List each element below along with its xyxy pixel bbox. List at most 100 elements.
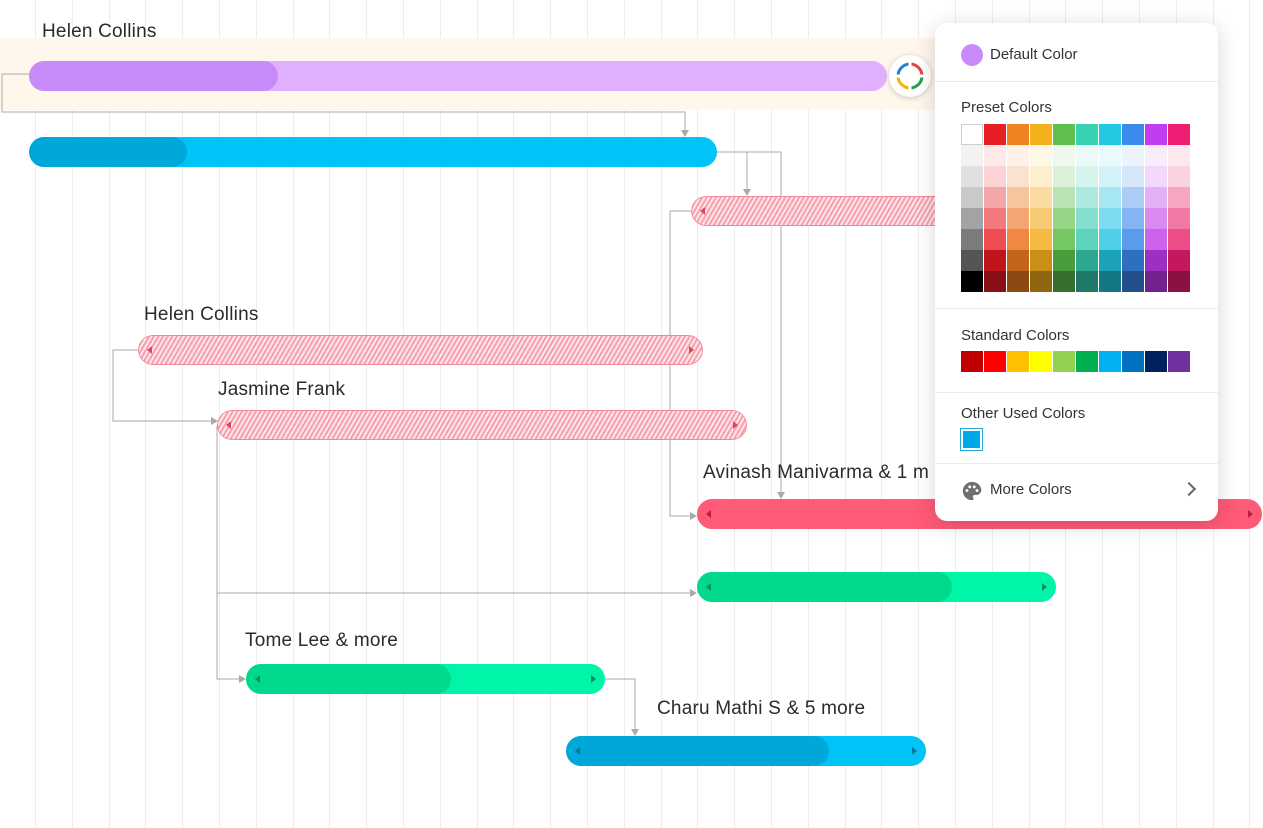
preset-color-swatch[interactable] [961, 166, 983, 187]
preset-color-swatch[interactable] [984, 208, 1006, 229]
preset-color-swatch[interactable] [961, 208, 983, 229]
preset-color-swatch[interactable] [1122, 124, 1144, 145]
preset-color-swatch[interactable] [961, 145, 983, 166]
preset-color-swatch[interactable] [1007, 124, 1029, 145]
preset-color-swatch[interactable] [1007, 166, 1029, 187]
preset-color-swatch[interactable] [1168, 250, 1190, 271]
preset-color-swatch[interactable] [1076, 271, 1098, 292]
resize-right-handle[interactable] [689, 346, 694, 354]
preset-color-swatch[interactable] [1145, 208, 1167, 229]
preset-color-swatch[interactable] [961, 250, 983, 271]
preset-color-swatch[interactable] [1168, 229, 1190, 250]
preset-color-swatch[interactable] [1168, 166, 1190, 187]
preset-color-swatch[interactable] [1168, 145, 1190, 166]
preset-color-swatch[interactable] [1007, 187, 1029, 208]
task-bar[interactable] [29, 61, 887, 91]
preset-color-swatch[interactable] [1076, 124, 1098, 145]
resize-left-handle[interactable] [706, 510, 711, 518]
preset-color-swatch[interactable] [1122, 166, 1144, 187]
preset-color-swatch[interactable] [961, 229, 983, 250]
preset-color-swatch[interactable] [1122, 208, 1144, 229]
preset-color-swatch[interactable] [984, 271, 1006, 292]
preset-color-swatch[interactable] [1053, 250, 1075, 271]
resize-left-handle[interactable] [147, 346, 152, 354]
preset-color-swatch[interactable] [961, 187, 983, 208]
standard-color-swatch[interactable] [961, 351, 983, 372]
standard-color-swatch[interactable] [984, 351, 1006, 372]
preset-color-swatch[interactable] [1030, 124, 1052, 145]
preset-color-swatch[interactable] [1168, 124, 1190, 145]
preset-color-swatch[interactable] [1053, 124, 1075, 145]
task-bar[interactable] [246, 664, 605, 694]
preset-color-swatch[interactable] [1007, 250, 1029, 271]
preset-color-swatch[interactable] [1145, 145, 1167, 166]
preset-color-swatch[interactable] [984, 250, 1006, 271]
standard-color-swatch[interactable] [1099, 351, 1121, 372]
task-bar[interactable] [566, 736, 926, 766]
standard-color-swatch[interactable] [1145, 351, 1167, 372]
preset-color-swatch[interactable] [1145, 124, 1167, 145]
preset-color-swatch[interactable] [1168, 187, 1190, 208]
other-color-swatch[interactable] [960, 428, 983, 451]
task-bar[interactable] [697, 572, 1056, 602]
preset-color-swatch[interactable] [1122, 145, 1144, 166]
color-picker-button[interactable] [889, 55, 931, 97]
preset-color-swatch[interactable] [1007, 145, 1029, 166]
preset-color-swatch[interactable] [1053, 187, 1075, 208]
resize-right-handle[interactable] [591, 675, 596, 683]
resize-right-handle[interactable] [1248, 510, 1253, 518]
preset-color-swatch[interactable] [1099, 166, 1121, 187]
resize-right-handle[interactable] [733, 421, 738, 429]
preset-color-swatch[interactable] [984, 145, 1006, 166]
resize-left-handle[interactable] [226, 421, 231, 429]
preset-color-swatch[interactable] [984, 166, 1006, 187]
preset-color-swatch[interactable] [1030, 208, 1052, 229]
standard-color-swatch[interactable] [1030, 351, 1052, 372]
preset-color-swatch[interactable] [1053, 145, 1075, 166]
default-color-option[interactable]: Default Color [935, 23, 1218, 81]
standard-color-swatch[interactable] [1168, 351, 1190, 372]
preset-color-swatch[interactable] [1122, 250, 1144, 271]
preset-color-swatch[interactable] [984, 124, 1006, 145]
preset-color-swatch[interactable] [1053, 166, 1075, 187]
task-bar[interactable] [217, 410, 747, 440]
preset-color-swatch[interactable] [1168, 271, 1190, 292]
preset-color-swatch[interactable] [1076, 208, 1098, 229]
standard-color-swatch[interactable] [1053, 351, 1075, 372]
preset-color-swatch[interactable] [984, 187, 1006, 208]
preset-color-swatch[interactable] [1030, 271, 1052, 292]
resize-left-handle[interactable] [706, 583, 711, 591]
preset-color-swatch[interactable] [1145, 187, 1167, 208]
preset-color-swatch[interactable] [1076, 229, 1098, 250]
preset-color-swatch[interactable] [1007, 229, 1029, 250]
task-bar[interactable] [29, 137, 717, 167]
preset-color-swatch[interactable] [1030, 187, 1052, 208]
standard-color-swatch[interactable] [1007, 351, 1029, 372]
preset-color-swatch[interactable] [961, 124, 983, 145]
more-colors-option[interactable] [935, 464, 1218, 521]
preset-color-swatch[interactable] [1099, 229, 1121, 250]
resize-right-handle[interactable] [912, 747, 917, 755]
preset-color-swatch[interactable] [1099, 271, 1121, 292]
preset-color-swatch[interactable] [1076, 187, 1098, 208]
standard-color-swatch[interactable] [1122, 351, 1144, 372]
preset-color-swatch[interactable] [1030, 250, 1052, 271]
resize-left-handle[interactable] [255, 675, 260, 683]
preset-color-swatch[interactable] [1053, 229, 1075, 250]
preset-color-swatch[interactable] [1007, 208, 1029, 229]
preset-color-swatch[interactable] [1145, 250, 1167, 271]
preset-color-swatch[interactable] [984, 229, 1006, 250]
preset-color-swatch[interactable] [1099, 124, 1121, 145]
preset-color-swatch[interactable] [1030, 145, 1052, 166]
preset-color-swatch[interactable] [1076, 166, 1098, 187]
preset-color-swatch[interactable] [1145, 229, 1167, 250]
preset-color-swatch[interactable] [1076, 250, 1098, 271]
preset-color-swatch[interactable] [961, 271, 983, 292]
preset-color-swatch[interactable] [1076, 145, 1098, 166]
preset-color-swatch[interactable] [1030, 229, 1052, 250]
preset-color-swatch[interactable] [1122, 271, 1144, 292]
preset-color-swatch[interactable] [1099, 145, 1121, 166]
task-bar[interactable] [691, 196, 951, 226]
preset-color-swatch[interactable] [1030, 166, 1052, 187]
resize-left-handle[interactable] [575, 747, 580, 755]
